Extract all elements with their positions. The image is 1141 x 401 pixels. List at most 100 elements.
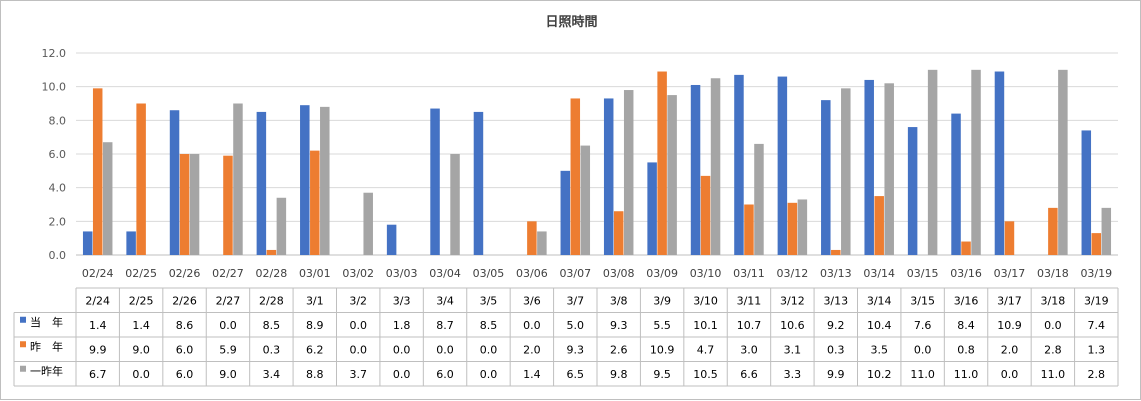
table-value-cell: 8.9 [306,319,324,332]
table-header-cell: 3/9 [653,294,671,307]
x-tick-label: 03/05 [473,267,505,280]
table-value-cell: 0.8 [957,343,975,356]
bar-3-12 [580,145,591,255]
bar-3-15 [710,78,721,255]
table-value-cell: 8.5 [480,319,498,332]
bar-2-6 [310,150,320,255]
table-header-cell: 3/12 [780,294,805,307]
table-value-cell: 8.5 [263,319,281,332]
bar-3-20 [927,69,938,255]
x-tick-label: 03/06 [516,267,548,280]
table-value-cell: 0.0 [393,368,411,381]
table-value-cell: 3.7 [349,368,367,381]
bar-2-18 [831,249,841,255]
x-tick-label: 03/01 [299,267,331,280]
table-value-cell: 11.0 [1041,368,1066,381]
legend-label: 昨 年 [30,339,63,353]
bar-3-24 [1101,207,1112,255]
x-tick-label: 02/28 [256,267,288,280]
y-tick-label: 10.0 [42,81,67,94]
table-value-cell: 2.0 [1001,343,1019,356]
table-value-cell: 9.9 [89,343,107,356]
table-value-cell: 10.4 [867,319,892,332]
table-header-cell: 3/10 [693,294,718,307]
table-value-cell: 10.2 [867,368,892,381]
bar-1-17 [777,76,788,255]
table-value-cell: 0.3 [827,343,845,356]
table-value-cell: 0.0 [393,343,411,356]
legend-label: 当 年 [30,315,63,329]
table-value-cell: 7.6 [914,319,932,332]
table-header-cell: 3/14 [867,294,892,307]
bar-2-23 [1048,207,1058,255]
table-header-cell: 2/24 [85,294,110,307]
x-tick-label: 02/24 [82,267,114,280]
table-value-cell: 1.4 [89,319,107,332]
table-value-cell: 10.9 [650,343,675,356]
x-tick-label: 03/07 [559,267,591,280]
table-value-cell: 9.0 [219,368,237,381]
table-header-cell: 3/3 [393,294,411,307]
table-value-cell: 9.3 [567,343,585,356]
table-value-cell: 8.6 [176,319,194,332]
bar-2-4 [223,155,233,255]
y-tick-label: 4.0 [49,182,67,195]
bar-3-18 [841,88,851,255]
bar-3-1 [102,142,113,255]
table-value-cell: 5.9 [219,343,237,356]
bar-1-20 [907,127,918,255]
table-value-cell: 0.0 [1001,368,1019,381]
bar-2-3 [179,154,190,255]
legend-swatch [20,316,26,323]
table-value-cell: 6.2 [306,343,324,356]
table-value-cell: 9.5 [653,368,671,381]
bar-3-23 [1058,69,1068,255]
table-value-cell: 3.5 [870,343,888,356]
table-value-cell: 8.7 [436,319,454,332]
table-header-cell: 2/25 [129,294,154,307]
table-header-cell: 2/27 [216,294,241,307]
table-value-cell: 3.1 [784,343,802,356]
x-tick-label: 02/25 [125,267,157,280]
table-value-cell: 2.0 [523,343,541,356]
x-tick-label: 03/13 [820,267,852,280]
table-value-cell: 0.0 [480,343,498,356]
bar-1-10 [473,111,484,256]
y-tick-label: 12.0 [42,47,67,60]
bar-1-21 [951,113,961,255]
table-value-cell: 0.0 [914,343,932,356]
bar-3-14 [667,95,677,255]
table-header-cell: 3/15 [910,294,935,307]
table-header-cell: 3/19 [1084,294,1109,307]
table-header-cell: 3/1 [306,294,324,307]
bar-3-7 [363,192,373,255]
table-header-cell: 3/8 [610,294,628,307]
bar-1-8 [386,224,397,255]
x-tick-label: 03/04 [429,267,461,280]
x-tick-label: 03/10 [690,267,722,280]
table-value-cell: 7.4 [1088,319,1106,332]
table-value-cell: 2.6 [610,343,628,356]
table-header-cell: 3/7 [566,294,584,307]
table-value-cell: 0.0 [349,343,367,356]
table-value-cell: 0.0 [523,319,541,332]
bar-3-9 [450,154,460,255]
table-value-cell: 9.9 [827,368,845,381]
table-header-cell: 3/2 [349,294,367,307]
table-value-cell: 11.0 [954,368,979,381]
y-tick-label: 2.0 [49,215,67,228]
table-value-cell: 1.3 [1088,343,1106,356]
table-value-cell: 6.0 [176,368,194,381]
x-tick-label: 03/02 [342,267,374,280]
table-value-cell: 11.0 [910,368,935,381]
table-header-cell: 3/16 [954,294,979,307]
bar-2-1 [92,88,103,255]
bar-3-13 [623,90,634,256]
table-value-cell: 2.8 [1088,368,1106,381]
bar-2-24 [1091,233,1102,255]
bar-1-12 [560,170,571,255]
table-value-cell: 5.0 [567,319,585,332]
table-value-cell: 6.0 [436,368,454,381]
